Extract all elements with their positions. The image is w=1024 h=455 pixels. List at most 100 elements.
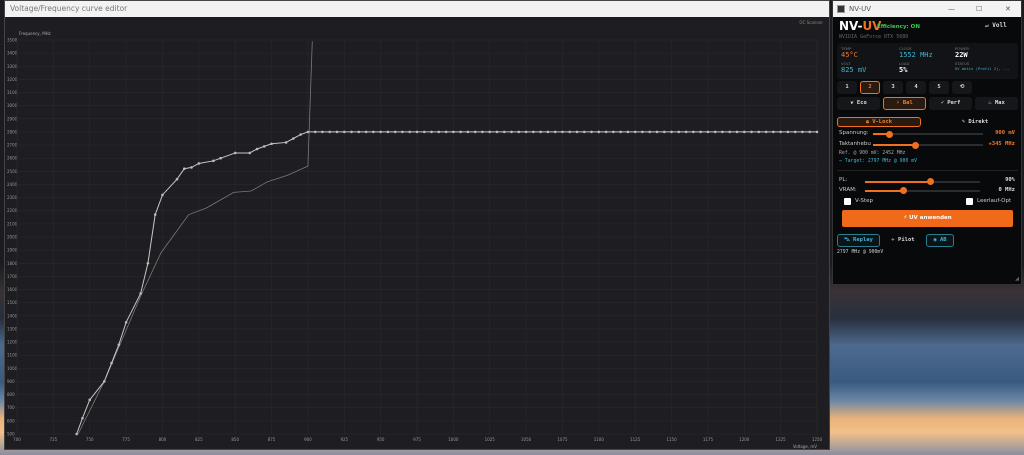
curve-point [670, 130, 673, 134]
curve-point [408, 130, 412, 134]
curve-line-active [76, 131, 817, 435]
pl-slider[interactable] [927, 178, 934, 185]
mode-button-max[interactable]: ♨ Max [975, 97, 1018, 110]
curve-point [88, 398, 92, 402]
y-tick-label: 500 [7, 432, 15, 437]
vram-slider[interactable] [900, 187, 907, 194]
mode-button-perf[interactable]: ➶ Perf [929, 97, 972, 110]
curve-point [735, 130, 739, 134]
curve-point [779, 130, 782, 134]
ab-button[interactable]: ◉ AB [926, 234, 954, 247]
curve-point [248, 151, 252, 155]
close-button[interactable]: ✕ [1005, 5, 1011, 13]
curve-point [815, 130, 819, 134]
bolt-icon: ⚡︎ [896, 100, 903, 106]
curve-point [393, 130, 397, 134]
minimize-button[interactable]: — [948, 5, 955, 13]
vf-chart[interactable]: 500 600 700 800 900 1000 1100 1200 1300 1400 1500 1… [1, 1, 827, 451]
y-tick-label: 3500 [7, 38, 18, 43]
apply-uv-button[interactable]: ⚡︎ UV anwenden [842, 210, 1013, 227]
load-label: LOAD [899, 61, 910, 66]
x-tick-label: 1225 [776, 437, 787, 442]
curve-point [524, 130, 528, 134]
pl-label: PL: [839, 177, 848, 183]
oc-scanner-button[interactable]: OC Scanner [799, 20, 823, 25]
replay-button[interactable]: ⛍ Replay [837, 234, 880, 247]
profile-button-5[interactable]: 5 [929, 81, 949, 94]
curve-point [175, 177, 179, 181]
curve-point [386, 130, 390, 134]
car-icon: ⛍ [844, 237, 854, 243]
curve-point [750, 130, 753, 134]
curve-point [604, 130, 608, 134]
x-tick-label: 800 [159, 437, 167, 442]
x-tick-label: 875 [268, 437, 276, 442]
curve-point [473, 130, 477, 134]
leerlauf-label: Leerlauf-Opt [977, 198, 1012, 204]
vlock-button[interactable]: 🔒︎ V-Lock [837, 117, 921, 127]
curve-point [692, 130, 695, 134]
leaf-icon: ❦ [850, 100, 857, 106]
y-tick-label: 1800 [7, 261, 18, 266]
profile-button-4[interactable]: 4 [906, 81, 926, 94]
curve-point [190, 166, 193, 169]
y-tick-label: 1900 [7, 248, 18, 253]
curve-point [619, 130, 622, 134]
resize-grip-icon[interactable]: ◢ [1015, 276, 1019, 282]
curve-point [342, 130, 346, 134]
takt-slider[interactable] [912, 141, 919, 149]
pilot-button[interactable]: ✈ Pilot [891, 237, 915, 243]
spannung-slider[interactable] [886, 130, 893, 138]
profile-button-1[interactable]: 1 [837, 81, 857, 94]
vstep-checkbox[interactable] [844, 198, 851, 205]
y-tick-label: 2800 [7, 129, 18, 134]
curve-point [568, 130, 572, 134]
x-tick-label: 1100 [594, 437, 605, 442]
curve-point [801, 130, 804, 134]
curve-point [510, 130, 513, 134]
plane-icon: ✈ [891, 237, 899, 243]
mode-button-eco[interactable]: ❦ Eco [837, 97, 880, 110]
y-tick-label: 2900 [7, 116, 18, 121]
mode-button-bal[interactable]: ⚡︎ Bal [883, 97, 926, 110]
x-tick-label: 975 [413, 437, 421, 442]
profile-button-2[interactable]: 2 [860, 81, 880, 94]
curve-point [590, 130, 593, 134]
x-tick-label: 1200 [739, 437, 750, 442]
leerlauf-checkbox[interactable] [966, 198, 973, 205]
x-axis-label: Voltage, mV [793, 444, 817, 449]
curve-point [262, 145, 266, 148]
curve-point [212, 159, 215, 163]
y-tick-label: 1300 [7, 326, 18, 331]
ref-text: Ref. @ 900 mV: 2452 MHz [839, 151, 906, 156]
volt-label: VOLT [841, 61, 851, 66]
clock-label: CLOCK [899, 46, 912, 51]
profile-button-3[interactable]: 3 [883, 81, 903, 94]
power-label: POWER [955, 46, 970, 51]
curve-point [742, 130, 746, 134]
direkt-button[interactable]: ✎ Direkt [961, 119, 989, 125]
curve-point [532, 130, 535, 134]
app-icon [837, 5, 845, 13]
curve-point [481, 130, 484, 134]
spannung-label: Spannung: [839, 130, 869, 136]
y-tick-label: 1000 [7, 366, 18, 371]
curve-point [641, 130, 644, 134]
curve-point [502, 130, 506, 134]
y-tick-label: 1700 [7, 274, 18, 279]
x-tick-label: 1075 [557, 437, 568, 442]
curve-point [721, 130, 724, 134]
x-tick-label: 825 [195, 437, 203, 442]
return-icon: ↵ [985, 22, 993, 29]
mode-toggle[interactable]: ↵ Voll [985, 22, 1007, 29]
curve-point [335, 130, 339, 134]
y-tick-label: 2600 [7, 156, 18, 161]
y-tick-label: 2400 [7, 182, 18, 187]
profile-button-6[interactable]: ⟲ [952, 81, 972, 94]
y-tick-label: 800 [7, 392, 15, 397]
maximize-button[interactable]: ☐ [976, 5, 983, 13]
curve-point [648, 130, 652, 134]
curve-point [313, 130, 317, 134]
curve-point [626, 130, 630, 134]
curve-point [655, 130, 659, 134]
